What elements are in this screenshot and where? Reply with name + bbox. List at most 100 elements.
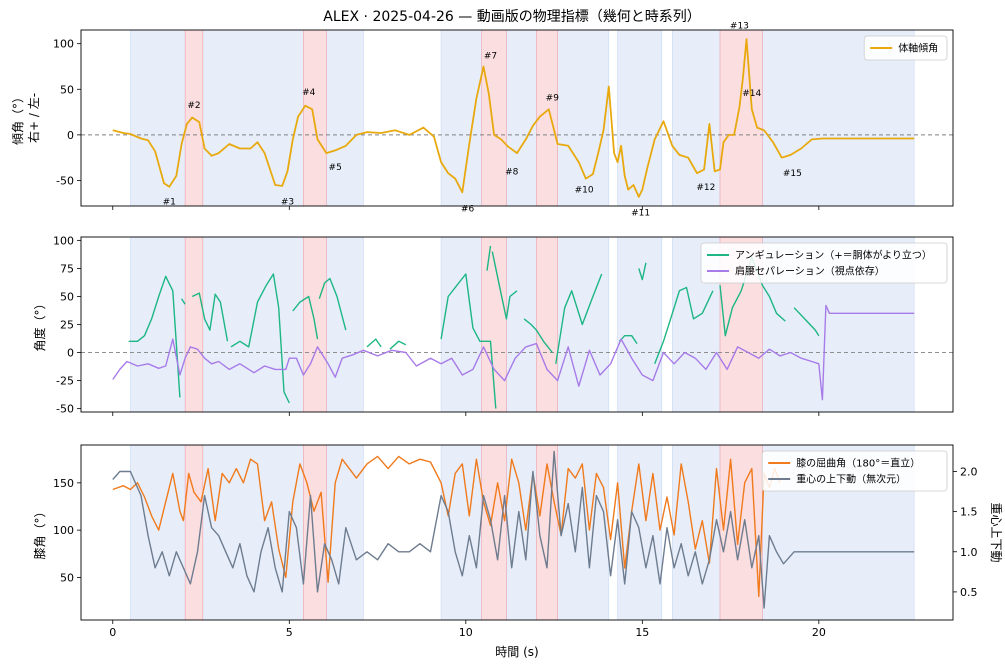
event-label: #4 <box>302 88 316 98</box>
event-span <box>303 445 327 620</box>
x-tick-label: 20 <box>812 626 826 639</box>
y-tick-label: 100 <box>53 234 74 247</box>
event-label: #13 <box>730 21 749 31</box>
event-label: #7 <box>484 52 497 62</box>
panels: #1 #2 #3 #4 #5 #6 #7 #8 #9 #10 #11 #13 #12 #14 #15 -50 0… <box>11 21 1003 639</box>
series-line <box>440 273 497 409</box>
turn-span <box>672 30 721 206</box>
series-line <box>389 340 407 350</box>
axes-frame <box>80 29 954 207</box>
series-line <box>128 275 181 398</box>
series-line <box>793 307 820 337</box>
x-axis-label: 時間 (s) <box>495 645 538 659</box>
event-label: #5 <box>329 163 342 173</box>
y2-tick-label: 1.0 <box>960 546 978 559</box>
event-label: #14 <box>742 89 761 99</box>
event-label: #2 <box>187 101 200 111</box>
y-tick-label: 100 <box>53 38 74 51</box>
legend-box <box>863 35 948 61</box>
panel-2: -50 -25 0 25 50 75 100 角度（°） アンギュレーション（+＝胴体がより立つ… <box>32 234 954 416</box>
y-tick-label: -50 <box>56 403 74 416</box>
series-line <box>366 338 382 348</box>
event-label: #8 <box>505 167 519 177</box>
legend-box <box>761 450 948 492</box>
event-span <box>481 30 507 206</box>
turn-span <box>557 30 610 206</box>
x-tick-label: 15 <box>635 626 649 639</box>
plot-area <box>81 30 953 206</box>
turn-span <box>130 30 186 206</box>
y2-tick-label: 0.5 <box>960 586 978 599</box>
x-tick-label: 10 <box>459 626 473 639</box>
series-line <box>112 38 915 198</box>
turn-span <box>202 445 304 620</box>
series-line <box>318 277 347 331</box>
event-span <box>184 445 204 620</box>
turn-span <box>130 237 186 412</box>
y-axis-label: 傾角（°） <box>11 91 25 145</box>
event-span <box>536 237 558 412</box>
event-span <box>536 30 558 206</box>
turn-span <box>617 30 663 206</box>
legend: 体軸傾角 <box>863 35 948 61</box>
series-line <box>638 262 647 281</box>
series-line <box>555 273 603 364</box>
series-line <box>112 304 915 401</box>
series-line <box>618 335 638 344</box>
event-span <box>481 445 507 620</box>
x-tick-label: 0 <box>109 626 116 639</box>
event-span <box>719 30 763 206</box>
series-line <box>486 245 492 271</box>
y-tick-label: 50 <box>60 83 74 96</box>
y-tick-label: 0 <box>67 347 74 360</box>
axes-frame <box>80 444 954 621</box>
turn-span <box>440 30 482 206</box>
turn-span <box>440 237 482 412</box>
series-line <box>292 295 319 340</box>
legend-box <box>700 242 948 284</box>
panel-3: 0 5 10 15 20 50 100 150 0.5 1.0 1.5 2.0 膝角（°） 重心上下動 膝の… <box>33 444 1003 639</box>
event-label: #12 <box>696 183 715 193</box>
event-label: #1 <box>163 197 176 207</box>
event-label: #15 <box>783 169 802 179</box>
turn-span <box>440 445 482 620</box>
turn-span <box>326 30 364 206</box>
y2-axis-label: 重心上下動 <box>989 502 1003 562</box>
y-axis-label: 膝角（°） <box>33 505 47 559</box>
event-label: #10 <box>575 186 594 196</box>
legend-label: アンギュレーション（+＝胴体がより立つ） <box>735 249 932 262</box>
event-label: #11 <box>631 208 650 218</box>
event-span <box>303 30 327 206</box>
event-span <box>184 237 204 412</box>
event-label: #6 <box>461 205 475 215</box>
panel-1: #1 #2 #3 #4 #5 #6 #7 #8 #9 #10 #11 #13 #12 #14 #15 -50 0… <box>11 21 954 218</box>
legend-label: 重心の上下動（無次元） <box>796 473 906 486</box>
y-tick-label: 50 <box>60 290 74 303</box>
turn-span <box>672 445 721 620</box>
y-axis-label: 右+ / 左- <box>26 93 41 143</box>
y2-tick-label: 1.5 <box>960 506 978 519</box>
turn-span <box>130 445 186 620</box>
y-axis-label: 角度（°） <box>32 297 47 351</box>
y-tick-label: 100 <box>53 524 74 537</box>
y-tick-label: 25 <box>60 319 74 332</box>
legend: アンギュレーション（+＝胴体がより立つ） 肩腰セパレーション（視点依存） <box>700 242 948 284</box>
turn-span <box>617 237 663 412</box>
x-tick-label: 5 <box>286 626 293 639</box>
series-line <box>191 292 229 342</box>
y-tick-label: 50 <box>60 571 74 584</box>
chart-title: ALEX · 2025-04-26 — 動画版の物理指標（幾何と時系列） <box>323 9 700 25</box>
series-line <box>491 251 518 320</box>
legend-label: 肩腰セパレーション（視点依存） <box>735 265 885 278</box>
y-tick-label: -25 <box>56 375 74 388</box>
turn-span <box>557 237 610 412</box>
series-line <box>230 273 290 404</box>
legend-label: 膝の屈曲角（180°＝直立） <box>796 457 920 470</box>
y-tick-label: -50 <box>56 174 74 187</box>
y-tick-label: 0 <box>67 129 74 142</box>
event-label: #9 <box>546 93 560 103</box>
series-line <box>654 286 714 365</box>
y2-tick-label: 2.0 <box>960 465 978 478</box>
legend: 膝の屈曲角（180°＝直立） 重心の上下動（無次元） <box>761 450 948 492</box>
